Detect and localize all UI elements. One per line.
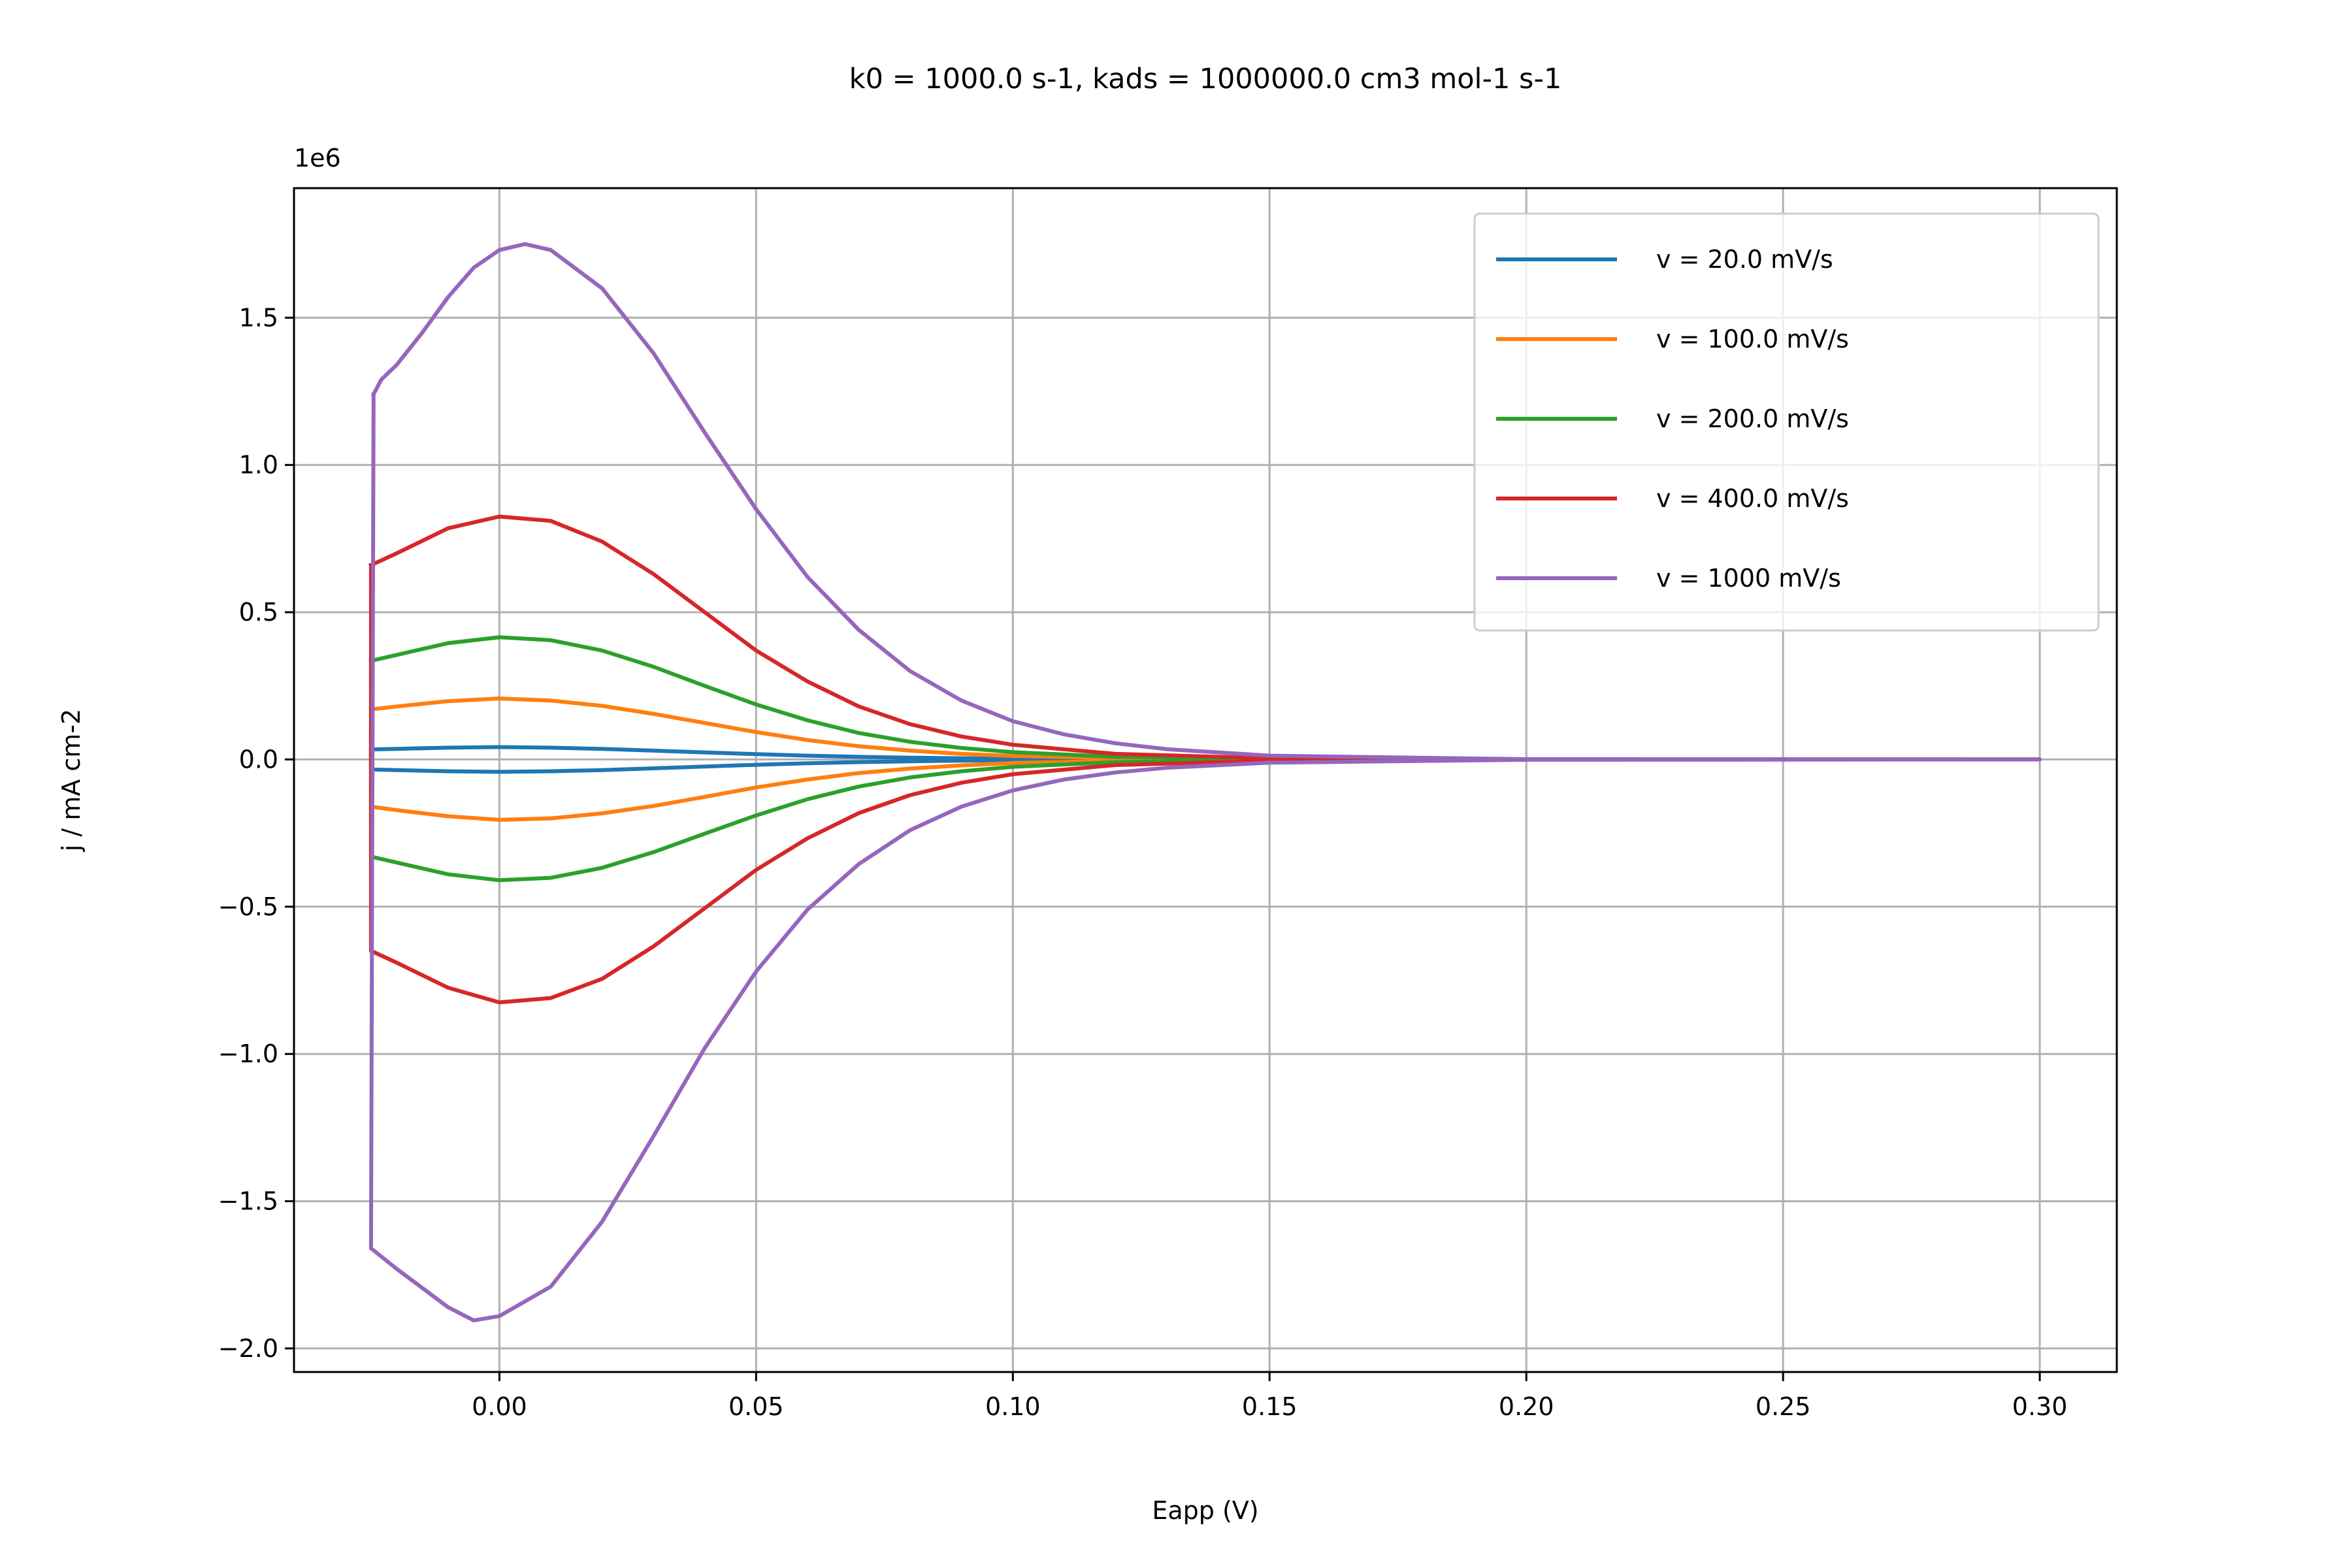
legend-label-2: v = 100.0 mV/s <box>1656 325 1849 353</box>
x-tick-label: 0.20 <box>1499 1392 1554 1421</box>
x-tick-label: 0.10 <box>985 1392 1041 1421</box>
x-tick-label: 0.15 <box>1242 1392 1298 1421</box>
y-tick-label: −2.0 <box>218 1334 278 1363</box>
series-layer <box>368 242 2042 1323</box>
y-tick-label: 0.0 <box>239 745 278 774</box>
y-tick-label: −1.0 <box>218 1039 278 1068</box>
y-tick-label: −1.5 <box>218 1187 278 1216</box>
y-axis: −2.0 −1.5 −1.0 −0.5 0.0 0.5 1.0 1.5 <box>218 303 294 1363</box>
legend: v = 20.0 mV/s v = 100.0 mV/s v = 200.0 mV/… <box>1473 212 2100 632</box>
legend-box <box>1473 212 2100 632</box>
legend-label-4: v = 400.0 mV/s <box>1656 484 1849 513</box>
series-line-5 <box>368 242 2042 1323</box>
y-offset-label: 1e6 <box>294 144 341 172</box>
chart-title: k0 = 1000.0 s-1, kads = 1000000.0 cm3 mo… <box>849 63 1562 95</box>
y-axis-label: j / mA cm-2 <box>57 709 86 852</box>
x-axis-label: Eapp (V) <box>1152 1496 1258 1525</box>
x-tick-label: 0.30 <box>2012 1392 2068 1421</box>
x-tick-label: 0.05 <box>728 1392 784 1421</box>
legend-label-3: v = 200.0 mV/s <box>1656 404 1849 433</box>
plot-frame <box>293 187 2118 1373</box>
x-axis: 0.00 0.05 0.10 0.15 0.20 0.25 0.30 <box>472 1372 2067 1421</box>
y-tick-label: 1.5 <box>239 303 278 332</box>
y-tick-label: −0.5 <box>218 892 278 921</box>
y-tick-label: 0.5 <box>239 598 278 627</box>
legend-label-5: v = 1000 mV/s <box>1656 564 1841 593</box>
legend-label-1: v = 20.0 mV/s <box>1656 245 1833 274</box>
x-tick-label: 0.00 <box>472 1392 527 1421</box>
x-tick-label: 0.25 <box>1756 1392 1811 1421</box>
y-tick-label: 1.0 <box>239 451 278 480</box>
